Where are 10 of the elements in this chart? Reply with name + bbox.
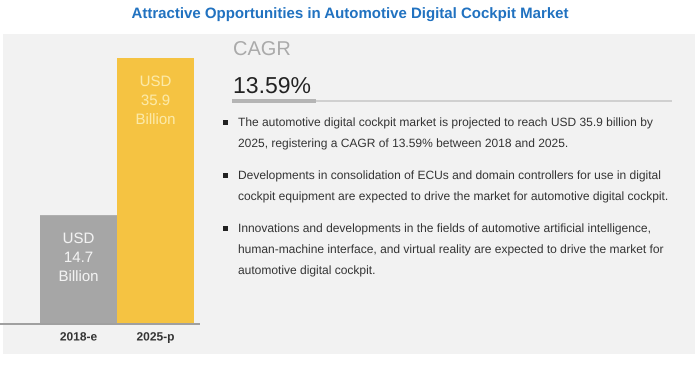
data-label: USD 14.7 Billion bbox=[58, 230, 99, 286]
x-tick-label: 2025-p bbox=[136, 330, 175, 344]
text: Developments in consolidation of ECUs and domain controllers for use in digital cockpit equipment are expected to drive the market for automotive digital cockpit. bbox=[238, 167, 670, 205]
data-label: USD 35.9 Billion bbox=[135, 73, 176, 128]
text: 13.59% bbox=[233, 72, 312, 99]
text: CAGR bbox=[233, 38, 291, 61]
text: Attractive Opportunities in Automotive Digital Cockpit Market bbox=[130, 5, 570, 22]
text: Innovations and developments in the fields of automotive artificial intelligence, human-machine interface, and virtual reality are expected to drive the market for automotive digital cockpit. bbox=[238, 220, 665, 279]
x-tick-label: 2018-e bbox=[60, 330, 98, 344]
text: The automotive digital cockpit market is projected to reach USD 35.9 billion by 2025, registering a CAGR of 13.59% between 2018 and 2025. bbox=[238, 114, 654, 152]
